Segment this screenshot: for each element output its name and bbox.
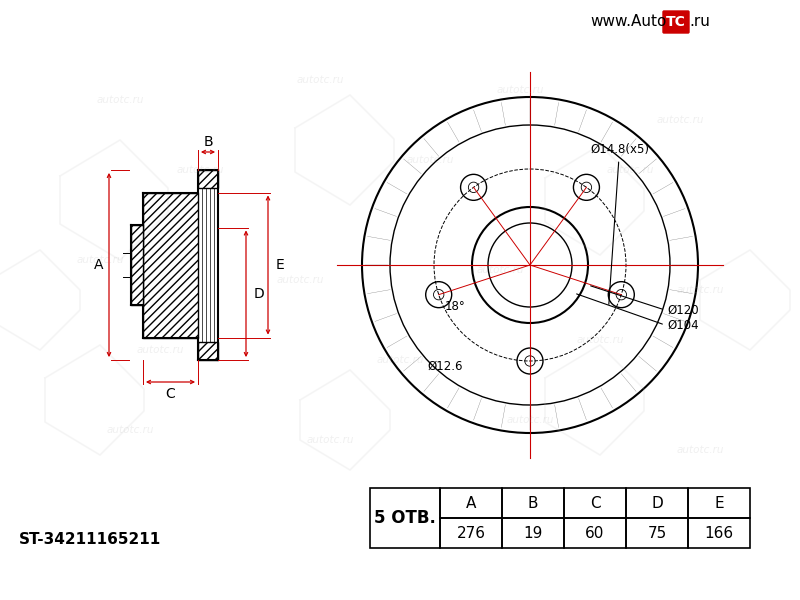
Text: D: D — [651, 496, 663, 511]
Text: E: E — [276, 258, 285, 272]
Bar — [564, 518, 626, 548]
Text: autotc.ru: autotc.ru — [176, 165, 224, 175]
Text: 60: 60 — [586, 526, 605, 541]
Text: autotc.ru: autotc.ru — [476, 265, 524, 275]
Text: autotc.ru: autotc.ru — [276, 275, 324, 285]
Text: autotc.ru: autotc.ru — [506, 415, 554, 425]
Bar — [502, 518, 564, 548]
Text: autotc.ru: autotc.ru — [496, 85, 544, 95]
Bar — [688, 518, 750, 548]
Text: C: C — [166, 387, 175, 401]
Text: autotc.ru: autotc.ru — [306, 435, 354, 445]
Text: 18°: 18° — [445, 300, 466, 313]
Bar — [440, 518, 502, 548]
Text: Ø12.6: Ø12.6 — [427, 360, 462, 373]
Text: C: C — [590, 496, 600, 511]
Text: 5 ОТВ.: 5 ОТВ. — [374, 509, 436, 527]
Text: Ø120: Ø120 — [667, 304, 698, 317]
Text: autotc.ru: autotc.ru — [76, 255, 124, 265]
Text: autotc.ru: autotc.ru — [96, 95, 144, 105]
Bar — [688, 488, 750, 518]
Bar — [626, 518, 688, 548]
Text: autotc.ru: autotc.ru — [576, 335, 624, 345]
Text: autotc.ru: autotc.ru — [106, 425, 154, 435]
Text: A: A — [466, 496, 476, 511]
FancyBboxPatch shape — [663, 11, 689, 33]
Text: 276: 276 — [457, 526, 486, 541]
Text: D: D — [254, 287, 265, 301]
Text: Ø14.8(x5): Ø14.8(x5) — [590, 143, 649, 304]
Text: autotc.ru: autotc.ru — [676, 285, 724, 295]
Text: 166: 166 — [705, 526, 734, 541]
Text: E: E — [714, 496, 724, 511]
Text: autotc.ru: autotc.ru — [676, 445, 724, 455]
Bar — [198, 170, 218, 188]
Text: B: B — [203, 135, 213, 149]
Text: autotc.ru: autotc.ru — [376, 355, 424, 365]
Text: TC: TC — [666, 15, 686, 29]
Text: 19: 19 — [523, 526, 542, 541]
Text: 75: 75 — [647, 526, 666, 541]
Text: autotc.ru: autotc.ru — [406, 155, 454, 165]
Text: ST-34211165211: ST-34211165211 — [19, 533, 161, 547]
Bar — [502, 488, 564, 518]
Text: .ru: .ru — [689, 14, 710, 29]
Bar — [564, 488, 626, 518]
Text: B: B — [528, 496, 538, 511]
Text: www.Auto: www.Auto — [590, 14, 666, 29]
Bar — [626, 488, 688, 518]
Bar — [131, 225, 143, 305]
Bar — [370, 488, 440, 548]
Bar — [440, 488, 502, 518]
Text: autotc.ru: autotc.ru — [136, 345, 184, 355]
Text: A: A — [94, 258, 104, 272]
Text: autotc.ru: autotc.ru — [606, 165, 654, 175]
Text: autotc.ru: autotc.ru — [296, 75, 344, 85]
Bar — [143, 193, 198, 337]
Text: autotc.ru: autotc.ru — [656, 115, 704, 125]
Bar — [198, 342, 218, 360]
Text: Ø104: Ø104 — [667, 319, 698, 331]
